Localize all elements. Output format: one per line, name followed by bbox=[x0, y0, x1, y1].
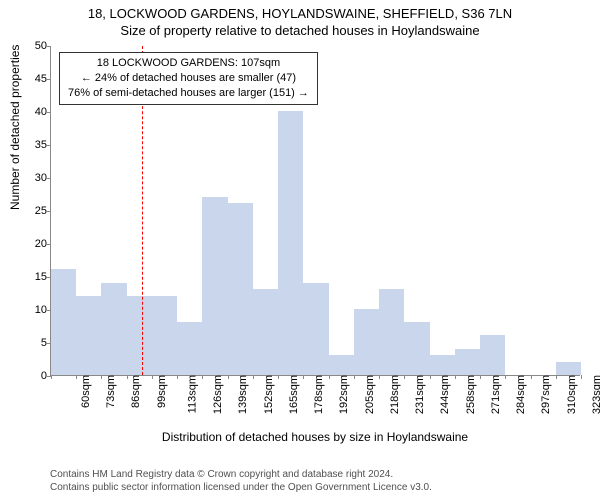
y-tick-label: 35 bbox=[21, 139, 47, 151]
histogram-bar bbox=[228, 203, 253, 375]
x-tick-mark bbox=[505, 375, 506, 379]
x-tick-label: 165sqm bbox=[288, 375, 300, 414]
plot-area: 0510152025303540455060sqm73sqm86sqm99sqm… bbox=[50, 46, 580, 376]
chart-wrap: 0510152025303540455060sqm73sqm86sqm99sqm… bbox=[50, 46, 580, 406]
x-tick-label: 126sqm bbox=[212, 375, 224, 414]
x-tick-mark bbox=[430, 375, 431, 379]
histogram-bar bbox=[480, 335, 505, 375]
histogram-bar bbox=[354, 309, 379, 375]
y-tick-label: 10 bbox=[21, 304, 47, 316]
y-tick-mark bbox=[47, 145, 51, 146]
x-tick-mark bbox=[354, 375, 355, 379]
x-tick-mark bbox=[127, 375, 128, 379]
x-tick-label: 258sqm bbox=[465, 375, 477, 414]
footer-attribution: Contains HM Land Registry data © Crown c… bbox=[50, 469, 432, 494]
y-tick-label: 30 bbox=[21, 172, 47, 184]
x-tick-label: 310sqm bbox=[566, 375, 578, 414]
y-tick-mark bbox=[47, 244, 51, 245]
histogram-bar bbox=[379, 289, 404, 375]
footer-line-1: Contains HM Land Registry data © Crown c… bbox=[50, 469, 432, 482]
histogram-bar bbox=[556, 362, 581, 375]
y-tick-label: 50 bbox=[21, 40, 47, 52]
x-tick-mark bbox=[480, 375, 481, 379]
histogram-bar bbox=[430, 355, 455, 375]
x-tick-label: 178sqm bbox=[313, 375, 325, 414]
y-tick-mark bbox=[47, 79, 51, 80]
annotation-line: 76% of semi-detached houses are larger (… bbox=[68, 86, 309, 101]
histogram-bar bbox=[455, 349, 480, 375]
annotation-box: 18 LOCKWOOD GARDENS: 107sqm← 24% of deta… bbox=[59, 52, 318, 105]
x-tick-mark bbox=[303, 375, 304, 379]
histogram-bar bbox=[202, 197, 227, 375]
x-tick-label: 139sqm bbox=[238, 375, 250, 414]
y-tick-mark bbox=[47, 46, 51, 47]
x-tick-mark bbox=[253, 375, 254, 379]
x-tick-mark bbox=[581, 375, 582, 379]
x-tick-label: 60sqm bbox=[80, 375, 92, 408]
x-tick-label: 113sqm bbox=[186, 375, 198, 413]
x-tick-label: 284sqm bbox=[515, 375, 527, 414]
y-tick-label: 0 bbox=[21, 370, 47, 382]
x-tick-label: 73sqm bbox=[105, 375, 117, 408]
x-tick-label: 192sqm bbox=[339, 375, 351, 414]
title-main: 18, LOCKWOOD GARDENS, HOYLANDSWAINE, SHE… bbox=[0, 0, 600, 21]
x-tick-mark bbox=[76, 375, 77, 379]
x-tick-label: 152sqm bbox=[263, 375, 275, 414]
x-tick-mark bbox=[101, 375, 102, 379]
x-tick-label: 205sqm bbox=[364, 375, 376, 414]
x-tick-label: 86sqm bbox=[131, 375, 143, 408]
x-tick-label: 244sqm bbox=[439, 375, 451, 414]
histogram-bar bbox=[51, 269, 76, 375]
histogram-bar bbox=[127, 296, 152, 375]
x-tick-label: 297sqm bbox=[540, 375, 552, 414]
x-tick-mark bbox=[152, 375, 153, 379]
x-tick-mark bbox=[556, 375, 557, 379]
x-tick-mark bbox=[329, 375, 330, 379]
histogram-bar bbox=[152, 296, 177, 375]
x-tick-mark bbox=[51, 375, 52, 379]
x-tick-mark bbox=[278, 375, 279, 379]
x-tick-label: 271sqm bbox=[490, 375, 502, 414]
y-tick-label: 25 bbox=[21, 205, 47, 217]
y-tick-label: 40 bbox=[21, 106, 47, 118]
x-tick-label: 323sqm bbox=[591, 375, 600, 414]
histogram-bar bbox=[303, 283, 328, 375]
annotation-line: 18 LOCKWOOD GARDENS: 107sqm bbox=[68, 56, 309, 71]
y-tick-label: 45 bbox=[21, 73, 47, 85]
x-axis-label: Distribution of detached houses by size … bbox=[50, 430, 580, 444]
histogram-bar bbox=[101, 283, 126, 375]
histogram-bar bbox=[253, 289, 278, 375]
y-tick-mark bbox=[47, 178, 51, 179]
figure-container: 18, LOCKWOOD GARDENS, HOYLANDSWAINE, SHE… bbox=[0, 0, 600, 500]
histogram-bar bbox=[278, 111, 303, 375]
x-tick-mark bbox=[202, 375, 203, 379]
x-tick-mark bbox=[531, 375, 532, 379]
title-sub: Size of property relative to detached ho… bbox=[0, 21, 600, 38]
y-tick-mark bbox=[47, 211, 51, 212]
y-axis-label: Number of detached properties bbox=[8, 45, 22, 210]
histogram-bar bbox=[329, 355, 354, 375]
histogram-bar bbox=[177, 322, 202, 375]
y-tick-label: 5 bbox=[21, 337, 47, 349]
annotation-line: ← 24% of detached houses are smaller (47… bbox=[68, 71, 309, 86]
x-tick-mark bbox=[228, 375, 229, 379]
y-tick-mark bbox=[47, 112, 51, 113]
x-tick-mark bbox=[455, 375, 456, 379]
x-tick-label: 218sqm bbox=[389, 375, 401, 414]
y-tick-label: 15 bbox=[21, 271, 47, 283]
x-tick-mark bbox=[379, 375, 380, 379]
footer-line-2: Contains public sector information licen… bbox=[50, 482, 432, 495]
x-tick-mark bbox=[404, 375, 405, 379]
x-tick-label: 99sqm bbox=[156, 375, 168, 408]
x-tick-mark bbox=[177, 375, 178, 379]
histogram-bar bbox=[404, 322, 429, 375]
y-tick-label: 20 bbox=[21, 238, 47, 250]
x-tick-label: 231sqm bbox=[414, 375, 426, 414]
histogram-bar bbox=[76, 296, 101, 375]
